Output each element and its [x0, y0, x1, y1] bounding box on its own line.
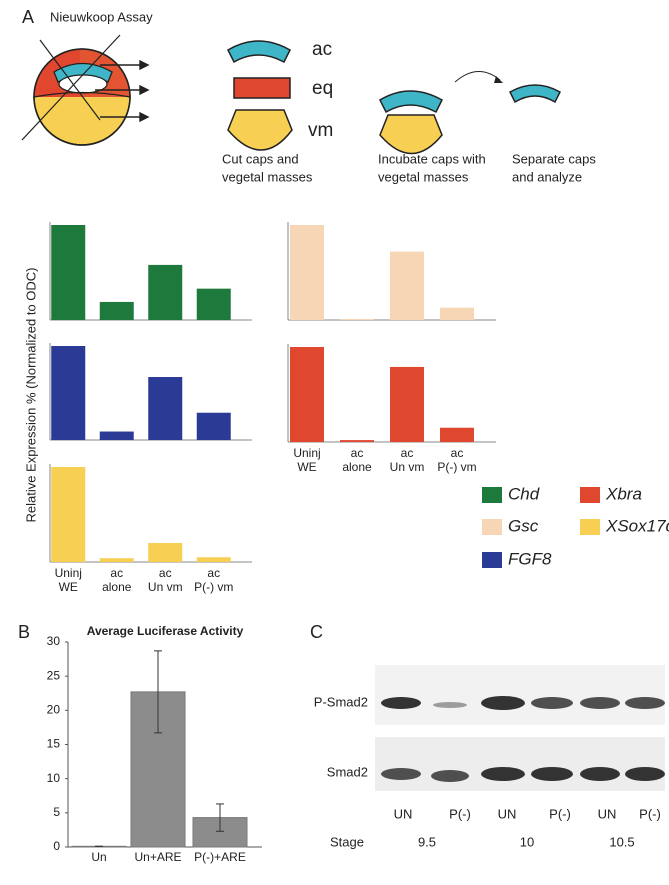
- panel-label: C: [310, 622, 323, 642]
- legend-label: Xbra: [605, 484, 642, 503]
- bar: [99, 431, 134, 440]
- blot-row-label: P-Smad2: [314, 694, 368, 709]
- bar: [340, 319, 374, 320]
- bar: [99, 558, 134, 562]
- lane-label: UN: [394, 806, 413, 821]
- x-tick-label: Uninj WE: [293, 446, 320, 474]
- panel-label: B: [18, 622, 30, 642]
- y-axis-label: Relative Expression % (Normalized to ODC…: [23, 267, 38, 522]
- bar: [196, 288, 231, 320]
- bar: [390, 251, 424, 320]
- embryo: [21, 34, 150, 146]
- tissue-pieces: [227, 40, 561, 155]
- part-label: ac: [312, 39, 332, 60]
- part-label: eq: [312, 78, 333, 99]
- bar: [196, 557, 231, 562]
- stage-label: Stage: [330, 834, 364, 849]
- step-text: vegetal masses: [222, 169, 313, 184]
- legend-swatch: [482, 519, 502, 535]
- bar: [51, 467, 86, 562]
- blot-row-label: Smad2: [327, 764, 368, 779]
- lane-label: UN: [498, 806, 517, 821]
- lane-label: P(-): [639, 806, 661, 821]
- x-tick-label: Uninj WE: [55, 566, 82, 594]
- y-tick-label: 15: [47, 737, 61, 751]
- lane-label: P(-): [549, 806, 571, 821]
- step-text: Cut caps and: [222, 151, 299, 166]
- x-tick-label: P(-)+ARE: [194, 850, 246, 864]
- step-text: Separate caps: [512, 151, 596, 166]
- panel-label: A: [22, 7, 34, 27]
- legend-swatch: [482, 487, 502, 503]
- y-tick-label: 30: [47, 634, 61, 648]
- legend-label: Gsc: [508, 516, 539, 535]
- y-tick-label: 5: [53, 805, 60, 819]
- bar: [440, 307, 474, 320]
- lane-label: UN: [598, 806, 617, 821]
- y-tick-label: 20: [47, 703, 61, 717]
- bar: [148, 543, 183, 562]
- bar: [196, 412, 231, 440]
- legend-swatch: [482, 552, 502, 568]
- y-tick-label: 10: [47, 771, 61, 785]
- legend-label: FGF8: [508, 549, 552, 568]
- western-blot: [375, 665, 665, 791]
- legend-swatch: [580, 487, 600, 503]
- x-tick-label: Un+ARE: [134, 850, 181, 864]
- legend-label: XSox17α: [605, 516, 669, 535]
- bar: [390, 366, 424, 442]
- step-text: and analyze: [512, 169, 582, 184]
- stage-value: 10: [520, 834, 534, 849]
- y-tick-label: 0: [53, 839, 60, 853]
- stage-value: 9.5: [418, 834, 436, 849]
- step-text: Incubate caps with: [378, 151, 486, 166]
- step-text: vegetal masses: [378, 169, 469, 184]
- bar: [340, 440, 374, 442]
- error-bar: [216, 803, 224, 832]
- legend-label: Chd: [508, 484, 540, 503]
- bar: [51, 346, 86, 440]
- x-tick-label: ac P(-) vm: [194, 566, 233, 594]
- lane-label: P(-): [449, 806, 471, 821]
- error-bar: [154, 650, 162, 734]
- legend-swatch: [580, 519, 600, 535]
- x-tick-label: ac Un vm: [148, 566, 183, 594]
- x-tick-label: ac Un vm: [390, 446, 425, 474]
- bar: [290, 225, 324, 320]
- diagram-title: Nieuwkoop Assay: [50, 9, 153, 24]
- stage-value: 10.5: [609, 834, 634, 849]
- x-tick-label: ac P(-) vm: [437, 446, 476, 474]
- bar: [148, 377, 183, 440]
- bar: [99, 301, 134, 320]
- x-tick-label: ac alone: [342, 446, 372, 474]
- x-tick-label: ac alone: [102, 566, 132, 594]
- bar: [440, 427, 474, 442]
- bar: [51, 225, 86, 320]
- bar: [148, 264, 183, 320]
- chart-title: Average Luciferase Activity: [87, 624, 244, 638]
- y-tick-label: 25: [47, 668, 61, 682]
- x-tick-label: Un: [91, 850, 106, 864]
- bar: [290, 347, 324, 442]
- part-label: vm: [308, 120, 333, 141]
